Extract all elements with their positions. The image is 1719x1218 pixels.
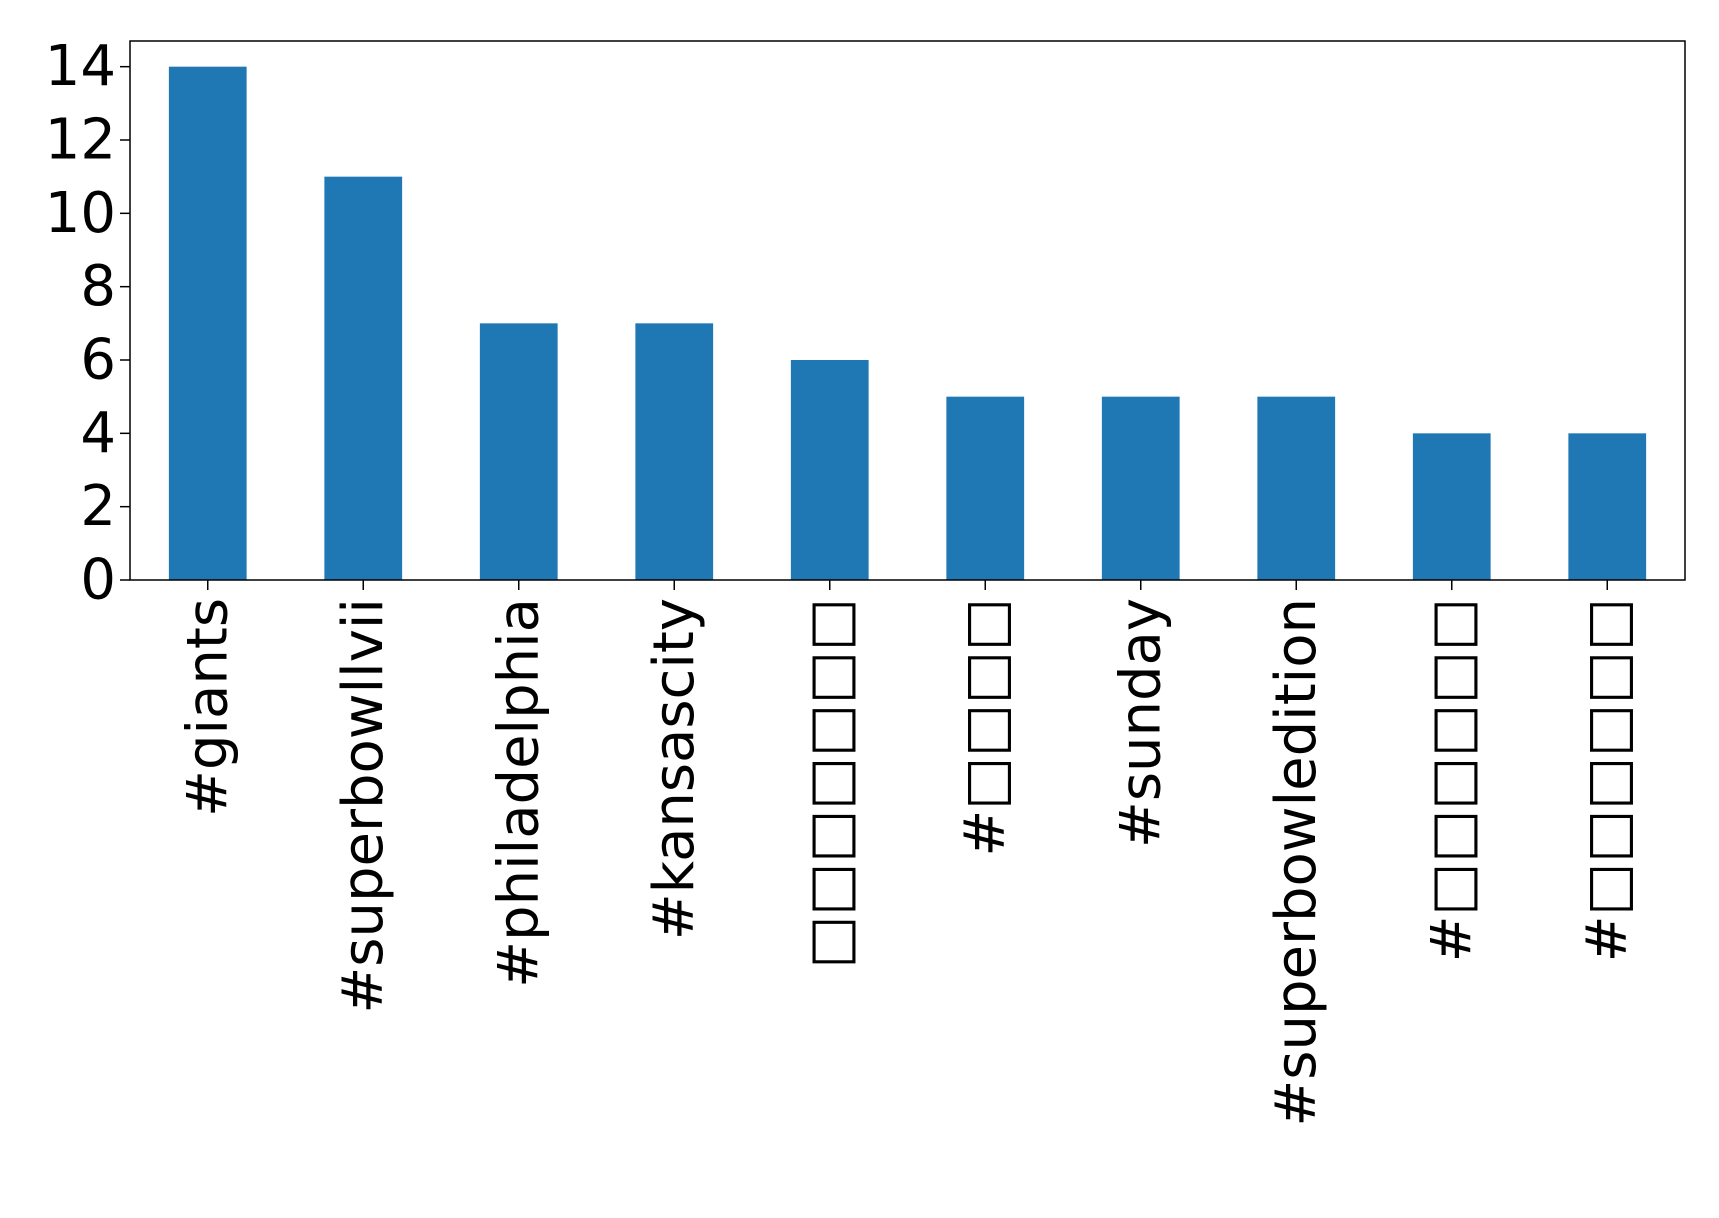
y-axis: 0 2 4 6 8 10 12 14 [45, 34, 130, 613]
x-tick-label-2: #philadelphia [486, 598, 551, 988]
plot-frame [129, 40, 1686, 581]
bar-7 [1257, 396, 1336, 580]
bar-4 [790, 360, 869, 580]
y-tick-label-4: 8 [80, 254, 116, 319]
bar-3 [635, 323, 714, 580]
y-tick-label-0: 0 [80, 548, 116, 613]
x-tick-label-0: #giants [175, 598, 240, 817]
x-tick-label-6: #sunday [1108, 598, 1173, 848]
x-tick-label-8: #□□□□□□ [1419, 598, 1484, 962]
y-tick-label-7: 14 [45, 34, 116, 99]
bar-0 [168, 66, 247, 580]
bar-8 [1412, 433, 1491, 580]
x-tick-label-4: □□□□□□□ [797, 598, 862, 968]
bar-2 [479, 323, 558, 580]
x-axis: #giants #superbowllvii #philadelphia #kansa… [175, 580, 1640, 1127]
y-tick-label-6: 12 [45, 108, 116, 173]
y-tick-label-1: 2 [80, 474, 116, 539]
bar-1 [324, 176, 403, 580]
x-tick-label-1: #superbowllvii [331, 598, 396, 1014]
x-tick-label-3: #kansascity [642, 598, 707, 940]
x-tick-label-5: #□□□□ [953, 598, 1018, 857]
bars-group [168, 66, 1647, 580]
x-tick-label-9: #□□□□□□ [1575, 598, 1640, 962]
y-tick-label-3: 6 [80, 328, 116, 393]
bar-9 [1568, 433, 1647, 580]
x-tick-label-7: #superbowledition [1264, 598, 1329, 1127]
y-tick-label-5: 10 [45, 181, 116, 246]
bar-5 [946, 396, 1025, 580]
y-tick-label-2: 4 [80, 401, 116, 466]
bar-6 [1101, 396, 1180, 580]
